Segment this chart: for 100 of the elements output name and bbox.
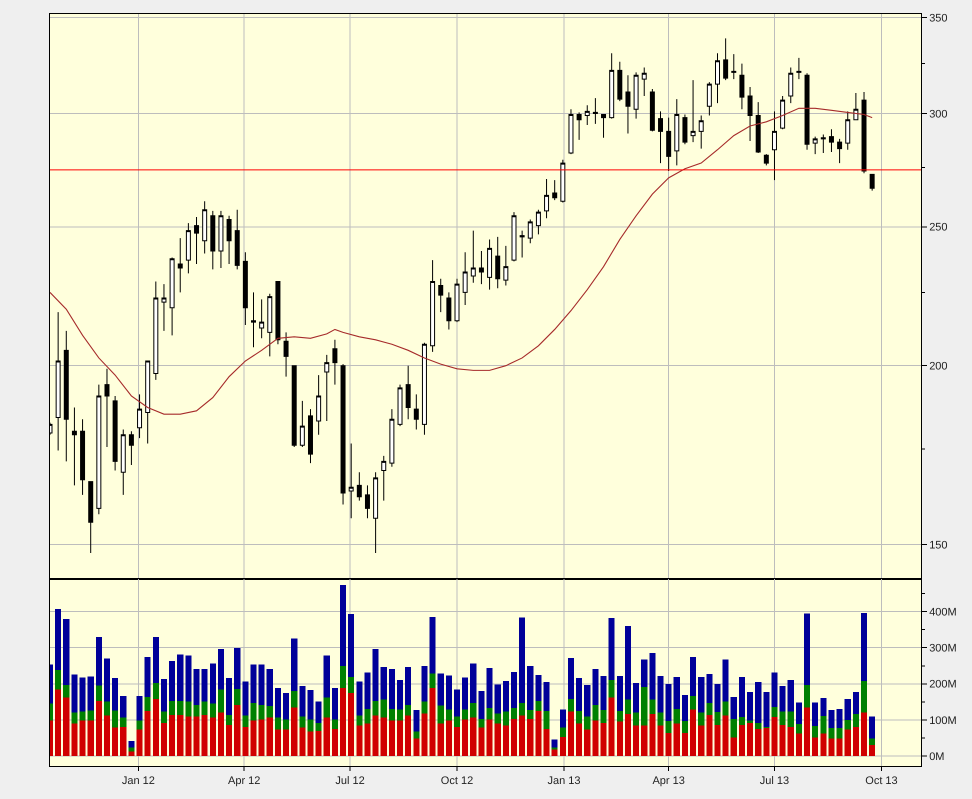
bar: [869, 744, 876, 756]
bar: [193, 669, 200, 705]
bar: [649, 714, 656, 756]
bar: [494, 713, 501, 724]
bar: [71, 712, 78, 724]
candlestick: [544, 178, 550, 219]
bar: [714, 712, 721, 726]
x-tick-label: Jan 12: [122, 775, 155, 788]
bar: [55, 609, 62, 670]
candlestick: [242, 252, 248, 326]
candlestick: [650, 88, 655, 132]
bar: [413, 732, 420, 739]
bar: [674, 676, 680, 709]
bar: [348, 692, 354, 756]
candlestick: [324, 354, 330, 422]
bar: [63, 684, 70, 698]
bar: [266, 717, 273, 756]
bar: [649, 652, 656, 700]
bar: [63, 698, 70, 756]
x-tick-label: Jul 13: [760, 775, 790, 788]
bar: [633, 725, 640, 756]
bar: [136, 696, 143, 720]
bar: [128, 747, 134, 752]
candlestick: [56, 312, 61, 452]
candlestick: [234, 209, 240, 270]
candlestick: [592, 98, 598, 124]
bar: [788, 712, 794, 727]
bar: [738, 717, 745, 726]
bar: [438, 706, 444, 724]
bar: [608, 680, 615, 698]
candlestick: [568, 108, 574, 155]
bar: [152, 636, 159, 684]
bar: [624, 626, 632, 700]
bar: [510, 708, 518, 719]
bar: [438, 674, 444, 706]
y-tick-label: 400M: [929, 606, 957, 618]
candlestick: [520, 230, 525, 258]
candlestick: [617, 61, 622, 102]
bar: [730, 718, 737, 738]
bar: [796, 702, 802, 724]
bar: [364, 672, 371, 709]
bar: [844, 699, 851, 720]
bar: [641, 687, 648, 726]
bar: [430, 674, 436, 688]
y-tick-label: 200M: [929, 678, 957, 691]
candlestick: [186, 222, 191, 274]
bar: [202, 714, 208, 756]
bar: [128, 740, 134, 748]
bar: [649, 700, 656, 714]
candlestick: [756, 102, 761, 154]
bar: [291, 691, 298, 708]
x-tick-label: Oct 12: [440, 775, 474, 788]
bar: [430, 688, 436, 756]
candlestick: [72, 407, 77, 486]
bar: [682, 732, 688, 756]
bar: [340, 688, 346, 756]
candlestick: [748, 86, 753, 142]
candlestick: [430, 260, 436, 352]
bar: [324, 717, 330, 756]
candlestick: [251, 292, 256, 348]
bar: [396, 680, 404, 710]
bar: [112, 710, 118, 728]
bar: [324, 656, 330, 698]
bar: [202, 669, 208, 702]
bar: [828, 710, 835, 728]
candlestick: [764, 154, 769, 166]
bar: [177, 700, 184, 715]
bar: [527, 666, 534, 710]
bar: [364, 708, 371, 724]
candlestick: [389, 408, 394, 468]
y-tick-label: 300: [929, 108, 948, 120]
candlestick: [88, 481, 94, 554]
bar: [674, 708, 680, 724]
bar: [185, 656, 192, 702]
bar: [844, 729, 851, 756]
bar: [169, 661, 176, 701]
bar: [494, 684, 501, 714]
bar: [128, 751, 134, 756]
bar: [258, 704, 265, 720]
candlestick: [642, 66, 647, 97]
bar: [96, 701, 102, 756]
bar: [396, 720, 404, 756]
bar: [291, 708, 298, 756]
bar: [169, 714, 176, 756]
bar: [771, 706, 778, 718]
bar: [706, 714, 712, 756]
bar: [316, 722, 322, 731]
bar: [291, 638, 298, 692]
candlestick: [120, 429, 126, 496]
candlestick: [267, 293, 272, 357]
bar: [144, 710, 151, 756]
bar: [470, 702, 476, 718]
candlestick: [406, 365, 411, 420]
candlestick: [862, 92, 867, 174]
bar: [478, 728, 484, 756]
candlestick: [731, 54, 736, 80]
bar: [152, 683, 159, 700]
bar: [144, 657, 151, 697]
bar: [421, 713, 428, 756]
candlestick: [658, 110, 664, 164]
